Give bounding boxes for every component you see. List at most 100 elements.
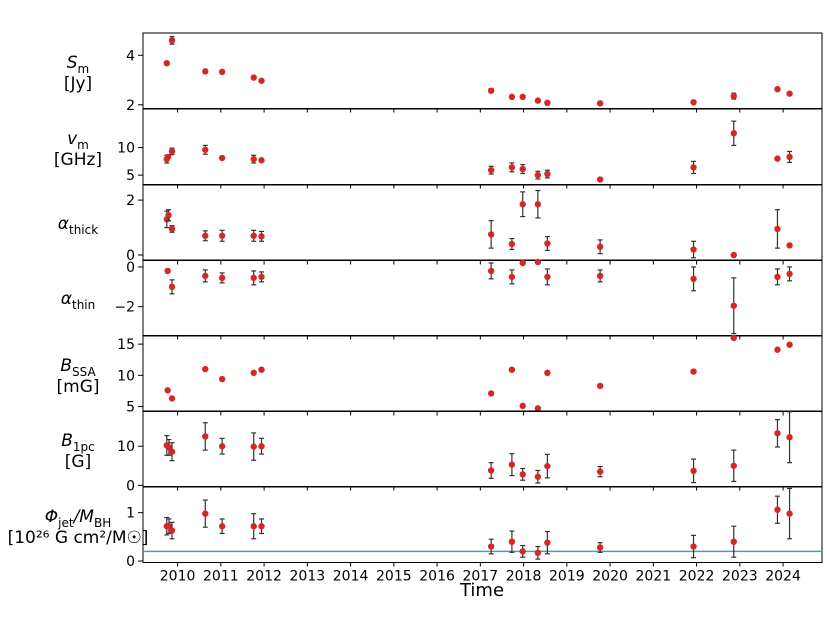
marker <box>519 402 526 410</box>
data-point <box>596 269 604 283</box>
marker <box>786 90 793 97</box>
panel-unit-label: [GHz] <box>54 150 102 170</box>
marker <box>534 549 542 557</box>
marker <box>487 231 495 238</box>
label-sub-2: BH <box>94 516 111 530</box>
data-point <box>258 157 265 164</box>
marker <box>534 258 542 266</box>
panel-frame <box>142 108 823 185</box>
data-point <box>487 390 495 397</box>
marker <box>258 77 265 84</box>
data-point <box>202 422 209 451</box>
data-point <box>786 150 793 164</box>
data-point <box>786 411 793 464</box>
data-point <box>786 487 793 540</box>
data-point <box>258 77 265 84</box>
data-point <box>202 230 209 242</box>
data-point <box>250 74 257 81</box>
marker <box>786 434 793 441</box>
x-tick-label: 2021 <box>636 569 672 585</box>
y-tick-label: 15 <box>117 337 135 353</box>
data-point <box>534 545 542 560</box>
marker <box>544 240 551 247</box>
marker <box>774 273 781 281</box>
marker <box>508 273 516 281</box>
y-tick-label: 5 <box>126 168 135 184</box>
data-point <box>519 544 526 558</box>
data-point <box>544 268 551 286</box>
data-point <box>786 341 793 348</box>
marker <box>218 375 226 383</box>
marker <box>690 543 697 550</box>
data-point <box>519 259 526 267</box>
marker <box>250 74 257 81</box>
data-point <box>164 387 171 394</box>
data-point <box>690 240 697 259</box>
panel-5: 5 10 15 BSSA[mG] <box>57 334 823 416</box>
label-sub: m <box>78 62 90 76</box>
marker <box>730 334 737 342</box>
marker <box>164 267 171 275</box>
data-point <box>508 453 516 477</box>
data-point <box>487 462 495 479</box>
data-point <box>534 170 542 180</box>
data-point <box>544 369 551 377</box>
data-point <box>534 469 542 484</box>
marker <box>258 273 265 281</box>
data-point <box>730 251 737 259</box>
marker <box>218 68 226 76</box>
data-point <box>519 467 526 481</box>
data-point <box>596 382 604 390</box>
data-point <box>218 375 226 383</box>
y-tick-label: 0 <box>126 248 135 264</box>
data-point <box>786 90 793 97</box>
label-main: v <box>67 129 78 149</box>
data-point <box>218 154 226 162</box>
data-point <box>544 99 551 107</box>
data-point <box>519 191 526 218</box>
panel-frame <box>142 259 823 336</box>
marker <box>168 37 176 44</box>
marker <box>519 259 526 267</box>
marker <box>730 462 737 469</box>
marker <box>202 433 209 440</box>
data-point <box>168 36 176 45</box>
data-point <box>250 154 257 164</box>
data-point <box>534 97 542 104</box>
marker <box>487 543 495 550</box>
marker <box>690 99 697 106</box>
marker <box>786 510 793 517</box>
marker <box>730 538 737 545</box>
panel-frame <box>142 32 823 109</box>
marker <box>163 60 170 67</box>
x-tick-label: 2016 <box>419 569 455 585</box>
data-point <box>258 271 265 283</box>
marker <box>544 462 551 470</box>
marker <box>508 93 516 101</box>
marker <box>164 387 171 394</box>
marker <box>258 233 265 240</box>
data-point <box>168 521 176 540</box>
panel-frame <box>142 486 823 563</box>
panel-label: Sm <box>67 53 90 76</box>
marker <box>218 443 226 450</box>
data-point <box>596 176 604 183</box>
marker <box>544 369 551 377</box>
marker <box>786 153 793 161</box>
y-tick-label: 10 <box>117 368 135 384</box>
panel-label: αthin <box>61 289 95 312</box>
marker <box>730 302 737 309</box>
data-point <box>258 230 265 242</box>
data-point <box>168 442 176 462</box>
data-point <box>487 87 495 94</box>
data-point <box>730 334 737 342</box>
marker <box>544 539 551 546</box>
marker <box>508 366 516 373</box>
x-tick-label: 2014 <box>333 569 369 585</box>
data-point <box>168 279 176 295</box>
data-point <box>690 534 697 559</box>
marker <box>250 155 257 163</box>
marker <box>487 87 495 94</box>
marker <box>487 166 495 174</box>
data-point <box>258 366 265 373</box>
